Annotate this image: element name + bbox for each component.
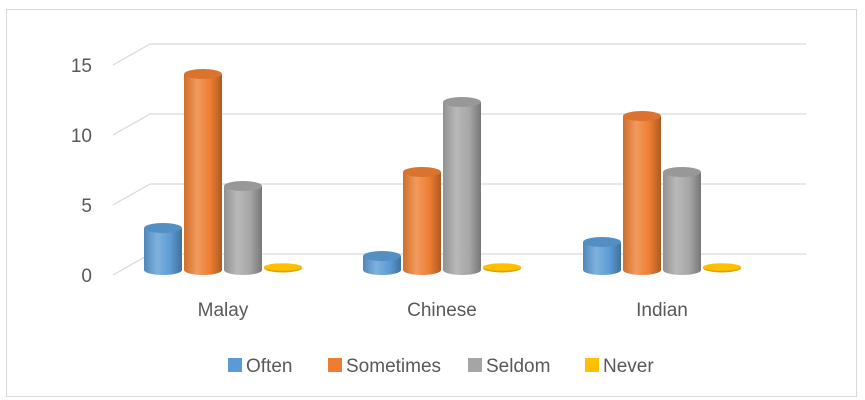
bar-seldom-chinese: [443, 97, 481, 275]
legend-label: Sometimes: [346, 356, 441, 377]
legend-label: Never: [603, 356, 654, 377]
bar-seldom-malay: [224, 181, 262, 275]
bar-often-indian: [583, 237, 621, 275]
y-axis-ticks: 0 5 10 15: [71, 56, 92, 287]
y-tick-label: 15: [71, 56, 92, 77]
legend-item-seldom: Seldom: [468, 356, 550, 377]
y-tick-label: 5: [81, 196, 92, 217]
x-category-label: Chinese: [407, 300, 477, 321]
bar-often-malay: [144, 223, 182, 275]
gridline-depth: [112, 253, 151, 276]
gridline-depth: [112, 113, 151, 136]
gridline-depth: [112, 43, 151, 66]
bar-often-chinese: [363, 251, 401, 275]
gridline-depth: [112, 183, 151, 206]
x-axis-categories: Malay Chinese Indian: [198, 300, 688, 321]
bar-never-indian: [703, 263, 741, 273]
legend-item-often: Often: [228, 356, 292, 377]
x-category-label: Malay: [198, 300, 249, 321]
legend-swatch: [328, 358, 342, 372]
bar-sometimes-indian: [623, 111, 661, 275]
bar-sometimes-malay: [184, 69, 222, 275]
legend-label: Seldom: [486, 356, 550, 377]
bar-seldom-indian: [663, 167, 701, 275]
legend-item-never: Never: [585, 356, 654, 377]
legend-label: Often: [246, 356, 292, 377]
x-category-label: Indian: [636, 300, 688, 321]
legend-item-sometimes: Sometimes: [328, 356, 441, 377]
legend-swatch: [228, 358, 242, 372]
legend-swatch: [468, 358, 482, 372]
bar-never-chinese: [483, 263, 521, 273]
y-tick-label: 10: [71, 126, 92, 147]
y-tick-label: 0: [81, 266, 92, 287]
legend-swatch: [585, 358, 599, 372]
bar-never-malay: [264, 263, 302, 273]
bar-sometimes-chinese: [403, 167, 441, 275]
bars: [144, 69, 741, 275]
legend: Often Sometimes Seldom Never: [228, 356, 654, 377]
